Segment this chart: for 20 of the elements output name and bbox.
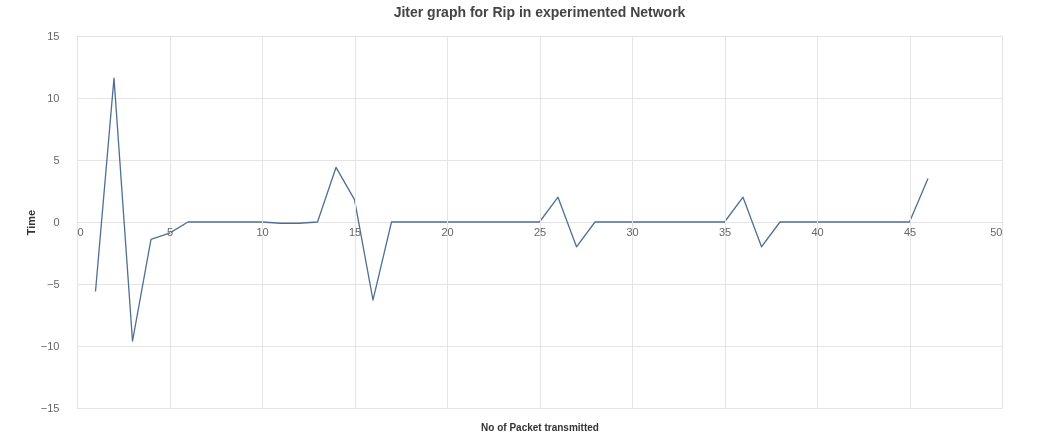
x-tick-label: 20 (441, 225, 454, 238)
y-tick-label: −15 (40, 401, 60, 414)
y-tick-label: −10 (40, 339, 60, 352)
y-tick-label: −5 (46, 277, 60, 290)
x-tick-label: 40 (811, 225, 824, 238)
y-tick-label: 0 (53, 215, 60, 228)
x-tick-label: 25 (533, 225, 547, 238)
y-tick-label: 5 (53, 153, 60, 166)
x-tick-label: 30 (626, 225, 639, 238)
y-tick-label: 15 (47, 29, 60, 42)
x-tick-label: 50 (990, 225, 1003, 238)
y-axis-title: Time (24, 209, 37, 236)
line-series (94, 77, 929, 342)
chart-title: Jiter graph for Rip in experimented Network (393, 4, 686, 20)
x-tick-label: 10 (256, 225, 269, 238)
x-tick-label: 35 (718, 225, 732, 238)
x-axis-title: No of Packet transmitted (481, 421, 599, 433)
y-tick-label: 10 (47, 91, 60, 104)
x-tick-label: 45 (903, 225, 917, 238)
x-tick-label: 0 (77, 225, 84, 238)
